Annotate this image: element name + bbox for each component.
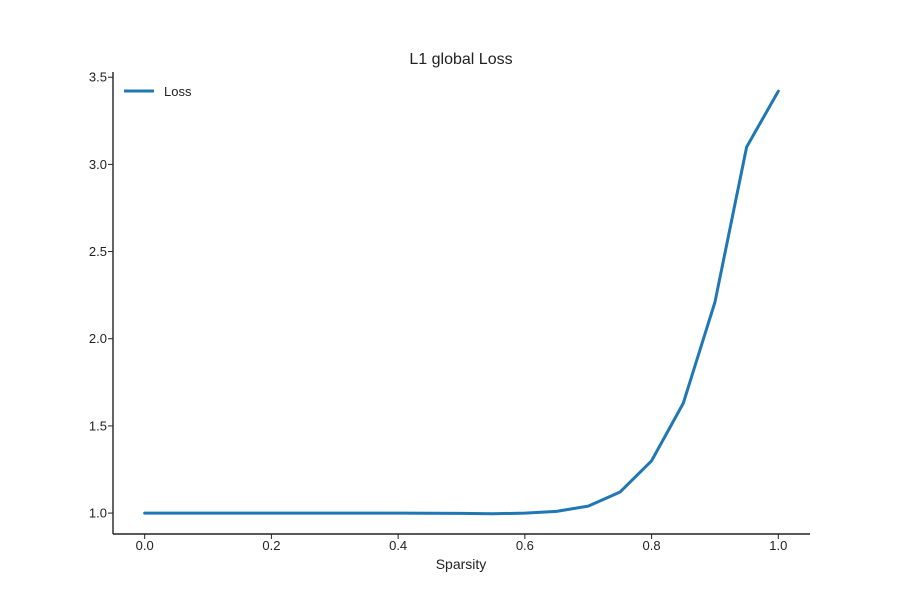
x-axis-ticks: 0.0 0.2 0.4 0.6 0.8 1.0	[136, 534, 787, 553]
x-tick-label: 0.8	[643, 538, 661, 553]
x-tick-label: 0.6	[516, 538, 534, 553]
y-tick-label: 3.5	[89, 70, 107, 85]
x-tick-label: 0.0	[136, 538, 154, 553]
chart-title: L1 global Loss	[409, 51, 512, 68]
y-axis-ticks: 1.0 1.5 2.0 2.5 3.0 3.5	[89, 70, 113, 521]
x-axis-label: Sparsity	[436, 556, 487, 572]
y-tick-label: 2.5	[89, 244, 107, 259]
legend: Loss	[124, 84, 192, 99]
x-tick-label: 0.4	[389, 538, 407, 553]
y-tick-label: 2.0	[89, 331, 107, 346]
x-tick-label: 1.0	[769, 538, 787, 553]
y-tick-label: 1.5	[89, 418, 107, 433]
x-tick-label: 0.2	[262, 538, 280, 553]
y-tick-label: 1.0	[89, 506, 107, 521]
legend-label-loss: Loss	[164, 84, 192, 99]
loss-series-line	[143, 89, 780, 516]
y-tick-label: 3.0	[89, 157, 107, 172]
